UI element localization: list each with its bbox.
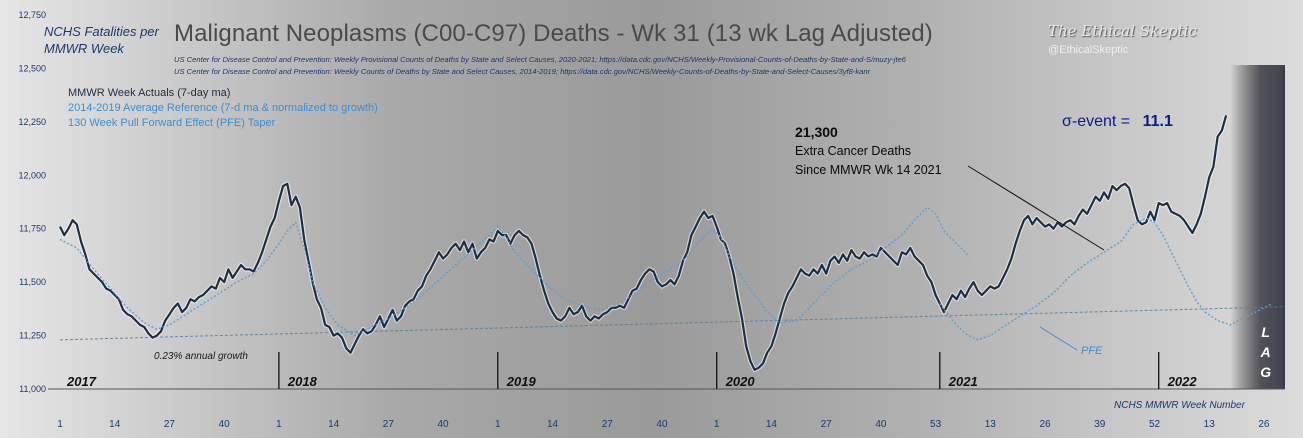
y-tick-label: 11,500: [19, 277, 46, 287]
x-tick-label: 14: [328, 419, 340, 430]
x-tick-label: 1: [714, 419, 720, 430]
x-tick-label: 14: [547, 419, 559, 430]
trend-label: 0.23% annual growth: [154, 351, 248, 362]
y-axis-label-text: NCHS Fatalities per MMWR Week: [44, 24, 159, 56]
excess-line-2: Since MMWR Wk 14 2021: [795, 163, 942, 177]
x-tick-label: 40: [438, 419, 450, 430]
year-label: 2017: [66, 374, 97, 389]
lag-region: [1230, 65, 1285, 389]
source-2: US Center for Disease Control and Preven…: [174, 67, 871, 76]
lag-letter: G: [1260, 364, 1271, 380]
pfe-label: PFE: [1081, 345, 1103, 357]
x-tick-label: 26: [1039, 419, 1051, 430]
series-line-reference: [59, 206, 970, 337]
x-tick-label: 52: [1149, 419, 1161, 430]
x-tick-label: 40: [219, 419, 231, 430]
year-label: 2021: [948, 374, 978, 389]
x-tick-label: 13: [1204, 419, 1216, 430]
sigma-label: σ-event =: [1062, 113, 1131, 130]
x-tick-label: 14: [109, 419, 121, 430]
y-tick-label: 12,500: [18, 63, 46, 73]
x-tick-label: 40: [875, 419, 887, 430]
x-tick-label: 26: [1258, 419, 1270, 430]
series-line-pfe: [939, 217, 1273, 341]
x-tick-label: 40: [656, 419, 668, 430]
x-tick-label: 27: [821, 419, 833, 430]
excess-annotation: 21,300 Extra Cancer Deaths Since MMWR Wk…: [795, 123, 942, 180]
series-line-actuals: [59, 115, 1228, 371]
sigma-value: 11.1: [1142, 113, 1173, 130]
year-label: 2020: [725, 374, 756, 389]
x-tick-label: 27: [164, 419, 176, 430]
lag-letter: L: [1261, 324, 1270, 340]
x-axis-label: NCHS MMWR Week Number: [1114, 400, 1245, 411]
legend-actuals: MMWR Week Actuals (7-day ma): [68, 87, 231, 99]
lag-letter: A: [1260, 344, 1271, 360]
pfe-pointer-line: [1039, 326, 1078, 351]
sigma-annotation: σ-event = 11.1: [1062, 113, 1173, 131]
x-tick-label: 27: [383, 419, 395, 430]
excess-pointer-line: [967, 165, 1105, 251]
y-tick-label: 12,750: [18, 10, 46, 20]
legend: MMWR Week Actuals (7-day ma) 2014-2019 A…: [68, 86, 378, 131]
chart-title: Malignant Neoplasms (C00-C97) Deaths - W…: [174, 20, 933, 47]
lag-edge: [1283, 65, 1285, 389]
legend-pfe: 130 Week Pull Forward Effect (PFE) Taper: [68, 117, 276, 129]
y-tick-label: 12,250: [18, 117, 46, 127]
y-tick-label: 12,000: [18, 170, 46, 180]
trend-line: [59, 306, 1286, 341]
x-tick-label: 53: [930, 419, 942, 430]
brand-name: The Ethical Skeptic: [1048, 22, 1197, 40]
x-tick-label: 39: [1094, 419, 1106, 430]
x-tick-label: 1: [495, 419, 501, 430]
excess-line-1: Extra Cancer Deaths: [795, 144, 912, 158]
y-tick-label: 11,750: [19, 224, 46, 234]
x-tick-label: 1: [57, 419, 63, 430]
year-label: 2022: [1167, 374, 1198, 389]
excess-value: 21,300: [795, 124, 838, 140]
source-1: US Center for Disease Control and Preven…: [174, 55, 907, 64]
x-tick-label: 13: [985, 419, 997, 430]
y-tick-label: 11,000: [19, 384, 46, 394]
x-tick-label: 14: [766, 419, 778, 430]
y-axis-label: NCHS Fatalities per MMWR Week: [44, 23, 164, 57]
legend-reference: 2014-2019 Average Reference (7-d ma & no…: [68, 102, 378, 114]
year-label: 2018: [287, 374, 318, 389]
actuals-glow: [57, 114, 1229, 373]
x-tick-label: 1: [276, 419, 282, 430]
x-tick-label: 27: [602, 419, 614, 430]
y-tick-label: 11,250: [19, 331, 46, 341]
brand-handle: @EthicalSkeptic: [1048, 44, 1129, 56]
year-label: 2019: [506, 374, 537, 389]
